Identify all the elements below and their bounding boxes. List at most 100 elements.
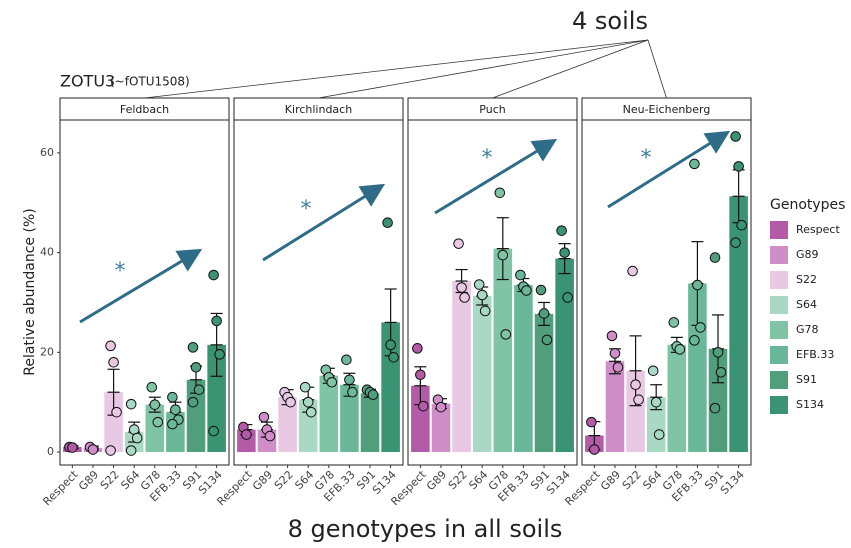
data-point	[521, 285, 532, 296]
data-point	[285, 396, 296, 408]
bar	[319, 375, 339, 453]
trend-arrow	[434, 138, 558, 215]
bar	[493, 248, 513, 453]
trend-arrow	[607, 130, 731, 209]
legend-swatch	[770, 346, 788, 364]
bar	[207, 344, 226, 453]
data-point	[730, 131, 741, 142]
x-tick-label: S64	[118, 468, 142, 492]
data-point	[108, 356, 119, 368]
data-point	[456, 282, 467, 293]
bar	[278, 397, 297, 453]
data-point	[211, 315, 222, 327]
data-point	[105, 445, 116, 456]
x-tick-label: G89	[250, 468, 275, 493]
bar	[145, 404, 165, 453]
data-point	[344, 374, 355, 386]
legend-label: Respect	[796, 223, 840, 236]
data-point	[385, 339, 396, 351]
data-point	[541, 334, 553, 346]
data-point	[586, 416, 597, 428]
data-point	[606, 330, 618, 342]
data-point	[382, 217, 393, 229]
data-point	[476, 289, 488, 301]
data-point	[326, 376, 338, 388]
data-point	[647, 365, 659, 377]
chart-subtitle: (~fOTU1508)	[110, 75, 190, 89]
data-point	[125, 398, 137, 410]
bar	[452, 281, 471, 453]
data-point	[730, 237, 741, 248]
legend-label: G89	[796, 248, 819, 261]
data-point	[435, 401, 447, 413]
facet-label: Puch	[479, 103, 505, 116]
data-point	[589, 444, 600, 455]
data-point	[650, 396, 662, 408]
data-point	[190, 361, 202, 373]
y-axis-label: Relative abundance (%)	[22, 208, 38, 375]
bar	[340, 384, 359, 453]
data-point	[214, 349, 225, 360]
data-point	[736, 219, 747, 231]
data-point	[264, 430, 276, 442]
x-tick-label: G89	[598, 468, 623, 493]
connector-line	[492, 39, 649, 99]
data-point	[668, 317, 680, 328]
legend-swatch	[770, 246, 788, 264]
data-point	[674, 344, 686, 355]
data-point	[609, 348, 621, 359]
facet-label: Feldbach	[120, 103, 169, 116]
data-point	[367, 389, 379, 401]
data-point	[241, 429, 252, 440]
data-point	[695, 322, 706, 333]
legend-label: S91	[796, 373, 817, 386]
bar	[472, 295, 492, 453]
bar	[431, 403, 451, 453]
data-point	[709, 402, 721, 414]
legend-label: S134	[796, 398, 824, 411]
legend-swatch	[770, 371, 788, 389]
legend-label: S64	[796, 298, 817, 311]
data-point	[152, 416, 164, 428]
chart-title: ZOTU3	[60, 72, 115, 91]
data-point	[556, 225, 567, 236]
data-point	[111, 406, 122, 418]
data-point	[453, 238, 464, 249]
trend-arrow	[262, 183, 386, 262]
data-point	[653, 429, 665, 440]
x-tick-label: G89	[76, 468, 101, 493]
data-point	[170, 404, 181, 415]
x-tick-label: S22	[272, 468, 296, 492]
data-point	[412, 343, 423, 354]
data-point	[146, 381, 158, 393]
data-point	[125, 445, 137, 456]
data-point	[497, 249, 509, 261]
data-point	[612, 361, 624, 373]
data-point	[302, 396, 314, 408]
legend-swatch	[770, 271, 788, 289]
data-point	[131, 432, 143, 444]
data-point	[187, 342, 199, 353]
data-point	[167, 418, 178, 430]
x-tick-label: S22	[620, 468, 644, 492]
connector-line	[144, 39, 649, 99]
bar	[534, 313, 554, 453]
x-tick-label: S22	[446, 468, 470, 492]
facet-label: Kirchlindach	[285, 103, 352, 116]
data-point	[149, 399, 161, 410]
x-tick-label: Respect	[40, 468, 81, 509]
data-point	[305, 406, 317, 418]
y-tick-label: 0	[47, 445, 54, 458]
significance-star: *	[641, 146, 652, 171]
data-point	[341, 354, 352, 366]
legend-swatch	[770, 321, 788, 339]
bar	[360, 393, 380, 453]
x-tick-label: S64	[466, 468, 490, 492]
bar	[667, 344, 687, 453]
x-tick-label: S22	[98, 468, 122, 492]
bar	[729, 196, 748, 453]
data-point	[187, 396, 199, 408]
data-point	[559, 247, 570, 258]
data-point	[418, 400, 429, 412]
